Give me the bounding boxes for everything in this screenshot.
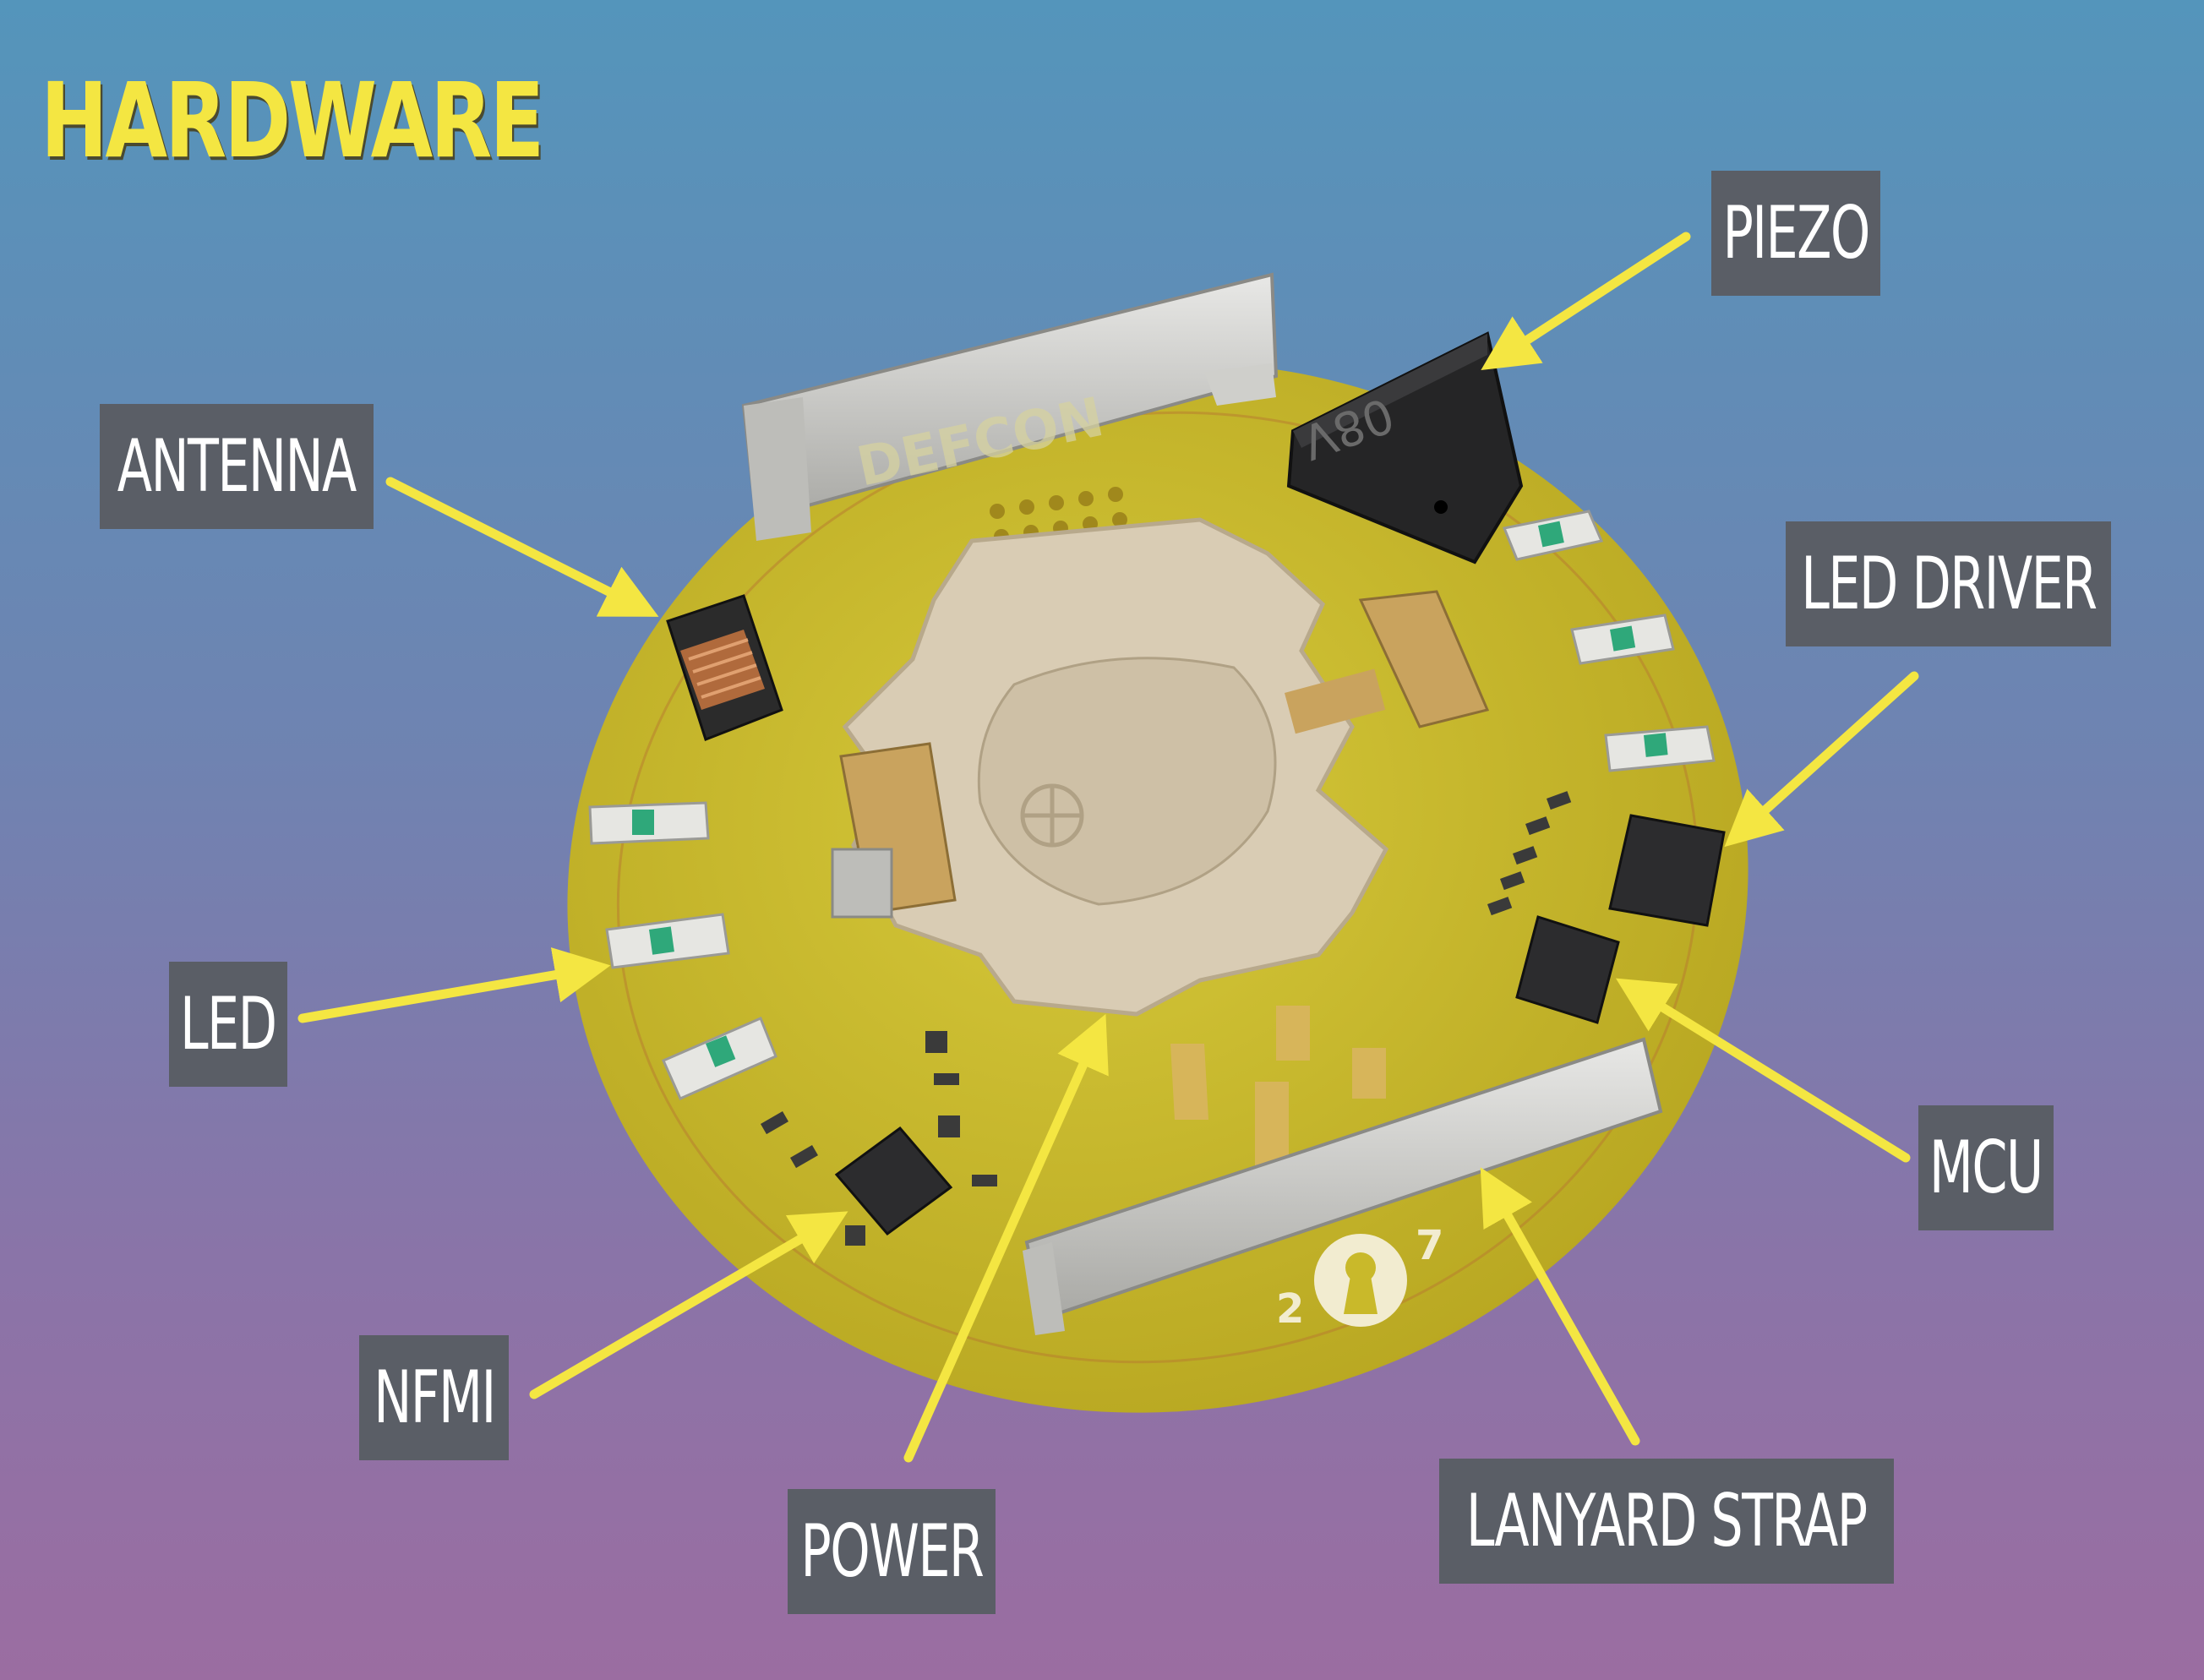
arrow-lanyard-strap [1480,1167,1640,1446]
logo-left-number: 2 [1276,1285,1304,1333]
label-antenna: ANTENNA [100,404,374,529]
passive-components [761,791,1572,1246]
battery-clip-right [1285,590,1490,734]
arrow-power [903,1013,1109,1463]
label-power: POWER [788,1489,996,1614]
led-right-3 [1604,725,1716,772]
mcu-chip [1515,915,1620,1024]
label-piezo: PIEZO [1711,171,1880,296]
arrow-piezo [1481,232,1691,371]
label-mcu: MCU [1918,1105,2054,1230]
bottom-metal-bracket [1023,1037,1663,1335]
arrow-nfmi [529,1211,848,1399]
page-title: HARDWARE [41,61,544,181]
battery-clip-left [831,742,957,919]
led-left-1 [588,801,710,845]
arrow-led [297,947,611,1023]
gold-pads [1170,1006,1386,1170]
nfmi-chip [834,1126,953,1236]
led-left-3 [662,1017,777,1100]
keyhole-logo: 2 7 [1276,1222,1443,1333]
arrow-led-driver [1724,671,1919,848]
led-left-2 [605,913,730,969]
logo-right-number: 7 [1416,1222,1443,1269]
label-led: LED [169,962,287,1087]
led-right-1 [1502,510,1604,561]
label-led-driver: LED DRIVER [1786,521,2111,646]
led-right-2 [1570,614,1675,665]
arrows [297,232,1919,1463]
antenna-component [666,594,783,741]
battery-holder [842,517,1389,1017]
piezo-component: 08V [1286,331,1524,565]
label-lanyard-strap: LANYARD STRAP [1439,1459,1894,1584]
arrow-mcu [1615,978,1911,1163]
label-nfmi: NFMI [359,1335,509,1460]
led-driver-chip [1608,814,1726,927]
arrow-antenna [385,477,659,617]
